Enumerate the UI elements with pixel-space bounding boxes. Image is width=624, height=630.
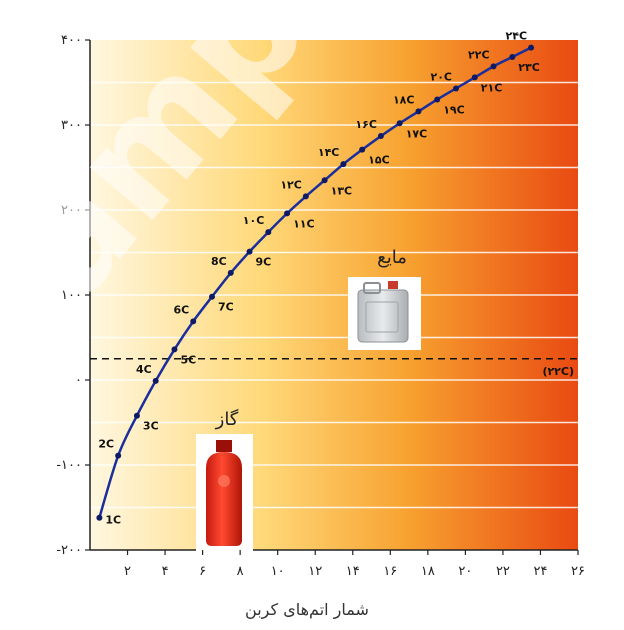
data-point-label: 6C (173, 303, 189, 316)
data-point-label: 8C (211, 255, 227, 268)
data-point (265, 229, 272, 236)
data-point (246, 248, 253, 255)
grid-layer (90, 81, 578, 509)
data-point-label: ۲۳C (518, 61, 540, 74)
x-tick-label: ۲۲ (496, 564, 510, 579)
data-point (453, 85, 459, 92)
reference-layer: (۲۲C) (90, 357, 578, 378)
data-point (490, 63, 497, 70)
data-point (528, 44, 535, 51)
data-point-label: 3C (143, 420, 159, 433)
liquid-jerrycan-icon (348, 277, 421, 350)
images-layer (196, 277, 421, 552)
data-point (284, 210, 291, 217)
data-point (133, 412, 140, 419)
data-point-label: ۱۷C (406, 127, 428, 140)
x-tick-label: ۱۲ (308, 564, 322, 579)
data-point-label: ۲۲C (468, 48, 490, 61)
data-point (302, 193, 309, 200)
x-tick-label: ۲۴ (533, 564, 547, 579)
x-tick-label: ۱۴ (346, 564, 360, 579)
data-point (340, 161, 347, 168)
data-point-label: ۲۰C (430, 70, 452, 83)
y-tick-label: ۱۰۰ (61, 288, 82, 303)
data-point (396, 120, 403, 127)
data-point (227, 269, 234, 276)
data-point (415, 108, 422, 115)
data-point-label: ۲۱C (481, 81, 503, 94)
data-point (359, 146, 366, 153)
x-tick-label: ۲۶ (571, 564, 585, 579)
data-point (321, 177, 328, 184)
region-label-gas: گاز (215, 408, 239, 430)
x-tick-label: ۸ (237, 564, 244, 579)
data-point (377, 133, 384, 140)
data-point (434, 96, 441, 103)
data-point-label: ۱۵C (368, 154, 390, 167)
y-tick-label: -۱۰۰ (56, 458, 82, 473)
x-tick-label: ۴ (162, 564, 169, 579)
data-point-label: ۱۱C (293, 217, 315, 230)
data-point (509, 54, 516, 60)
x-tick-label: ۱۶ (383, 564, 397, 579)
data-point-label: 2C (98, 438, 114, 451)
x-tick-label: ۱۸ (421, 564, 435, 579)
data-point-label: ۱۸C (393, 93, 415, 106)
data-point (190, 318, 197, 325)
y-tick-label: ۴۰۰ (61, 33, 82, 48)
reference-line-label: (۲۲C) (542, 365, 574, 378)
gas-bottle-icon (196, 434, 253, 552)
x-tick-label: ۶ (199, 564, 206, 579)
data-point-label: ۱۶C (355, 118, 377, 131)
x-tick-label: ۱۰ (271, 564, 285, 579)
data-point (171, 346, 178, 353)
data-point-label: ۱۴C (318, 146, 340, 159)
region-label-liquid: مایع (377, 247, 407, 268)
x-tick-label: ۲ (124, 564, 131, 579)
y-tick-label: ۰ (75, 373, 82, 388)
data-point (115, 452, 122, 459)
x-axis-title: شمار اتم‌های کربن (245, 600, 369, 620)
y-tick-label: ۲۰۰ (61, 203, 82, 218)
data-point-label: ۱۲C (280, 178, 302, 191)
data-point-label: ۱۳C (331, 184, 353, 197)
data-point (209, 293, 215, 300)
data-point (152, 377, 159, 384)
y-tick-label: ۳۰۰ (61, 118, 82, 133)
data-point-label: 1C (105, 514, 121, 527)
data-point-label: 9C (256, 256, 272, 269)
data-point-label: ۱۰C (243, 214, 265, 227)
data-point-label: 5C (180, 353, 196, 366)
points-layer: 1C 2C 3C 4C 5C 6C 7C 8C 9C ۱۰C ۱۱C ۱۲C ۱۳C ۱۴C ۱۵C ۱۶C ۱… (96, 30, 540, 527)
data-point (471, 74, 478, 81)
x-tick-label: ۲۰ (458, 564, 472, 579)
data-point (96, 514, 103, 521)
data-point-label: ۱۹C (443, 104, 465, 117)
data-point-label: ۲۴C (506, 30, 528, 43)
data-point-label: 7C (218, 301, 234, 314)
y-tick-label: -۲۰۰ (56, 543, 82, 558)
data-point-label: 4C (136, 363, 152, 376)
